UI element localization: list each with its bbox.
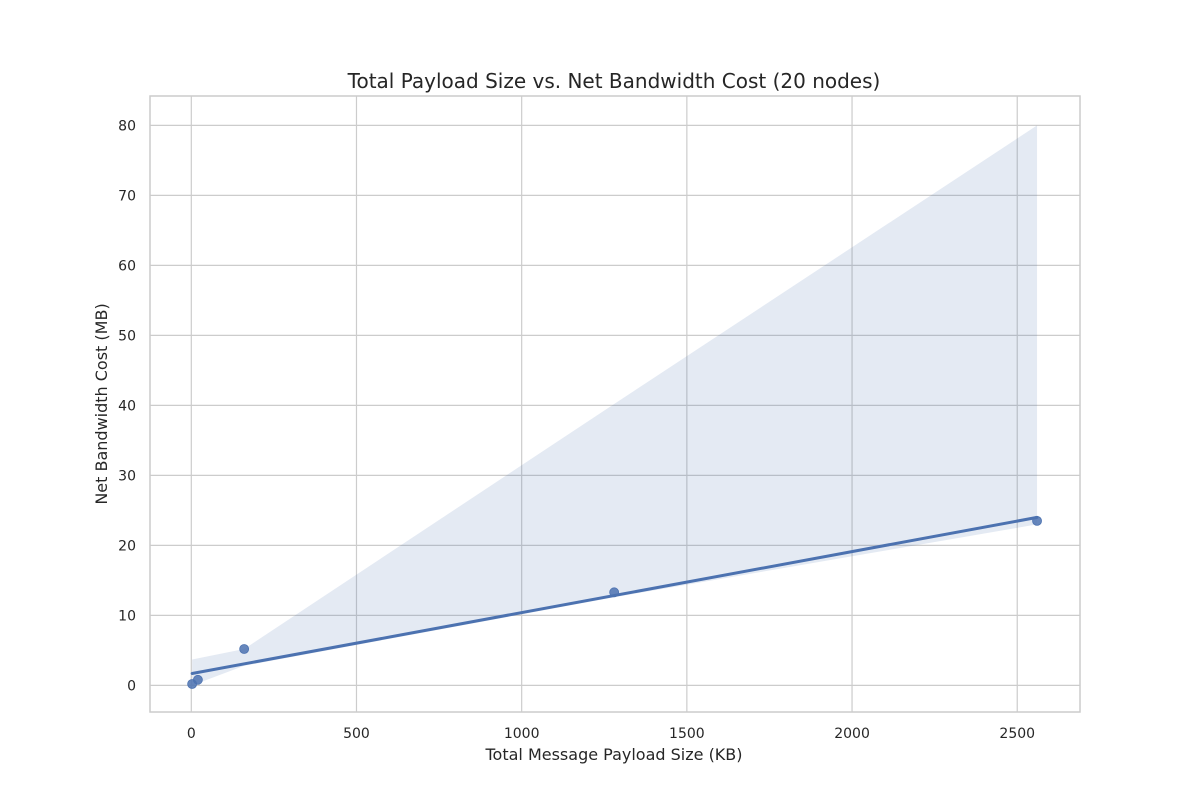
data-point bbox=[1032, 516, 1042, 526]
y-tick-label: 50 bbox=[118, 328, 136, 344]
y-tick-label: 10 bbox=[118, 608, 136, 624]
chart-title: Total Payload Size vs. Net Bandwidth Cos… bbox=[347, 69, 881, 93]
y-tick-label: 40 bbox=[118, 398, 136, 414]
x-tick-label: 2000 bbox=[834, 726, 870, 742]
confidence-band-group bbox=[192, 125, 1038, 686]
x-tick-label: 0 bbox=[187, 726, 196, 742]
y-tick-label: 70 bbox=[118, 188, 136, 204]
y-tick-label: 20 bbox=[118, 538, 136, 554]
x-tick-label: 500 bbox=[343, 726, 370, 742]
confidence-band bbox=[192, 125, 1038, 686]
y-tick-label: 60 bbox=[118, 258, 136, 274]
y-axis-title: Net Bandwidth Cost (MB) bbox=[92, 303, 111, 504]
x-tick-label: 2500 bbox=[999, 726, 1035, 742]
data-point bbox=[239, 644, 250, 654]
y-tick-label: 30 bbox=[118, 468, 136, 484]
x-tick-label: 1000 bbox=[504, 726, 540, 742]
x-tick-label: 1500 bbox=[669, 726, 705, 742]
x-tick-labels: 0 500 1000 1500 2000 2500 bbox=[187, 726, 1035, 742]
plot-frame bbox=[149, 95, 1081, 713]
y-tick-label: 80 bbox=[118, 118, 136, 134]
data-point bbox=[609, 587, 620, 598]
data-point bbox=[193, 674, 203, 685]
y-tick-labels: 0 10 20 30 40 50 60 70 80 bbox=[118, 118, 136, 694]
grid-lines bbox=[150, 96, 1080, 712]
y-tick-label: 0 bbox=[127, 678, 136, 694]
x-axis-title: Total Message Payload Size (KB) bbox=[484, 745, 742, 764]
data-points bbox=[187, 516, 1042, 689]
